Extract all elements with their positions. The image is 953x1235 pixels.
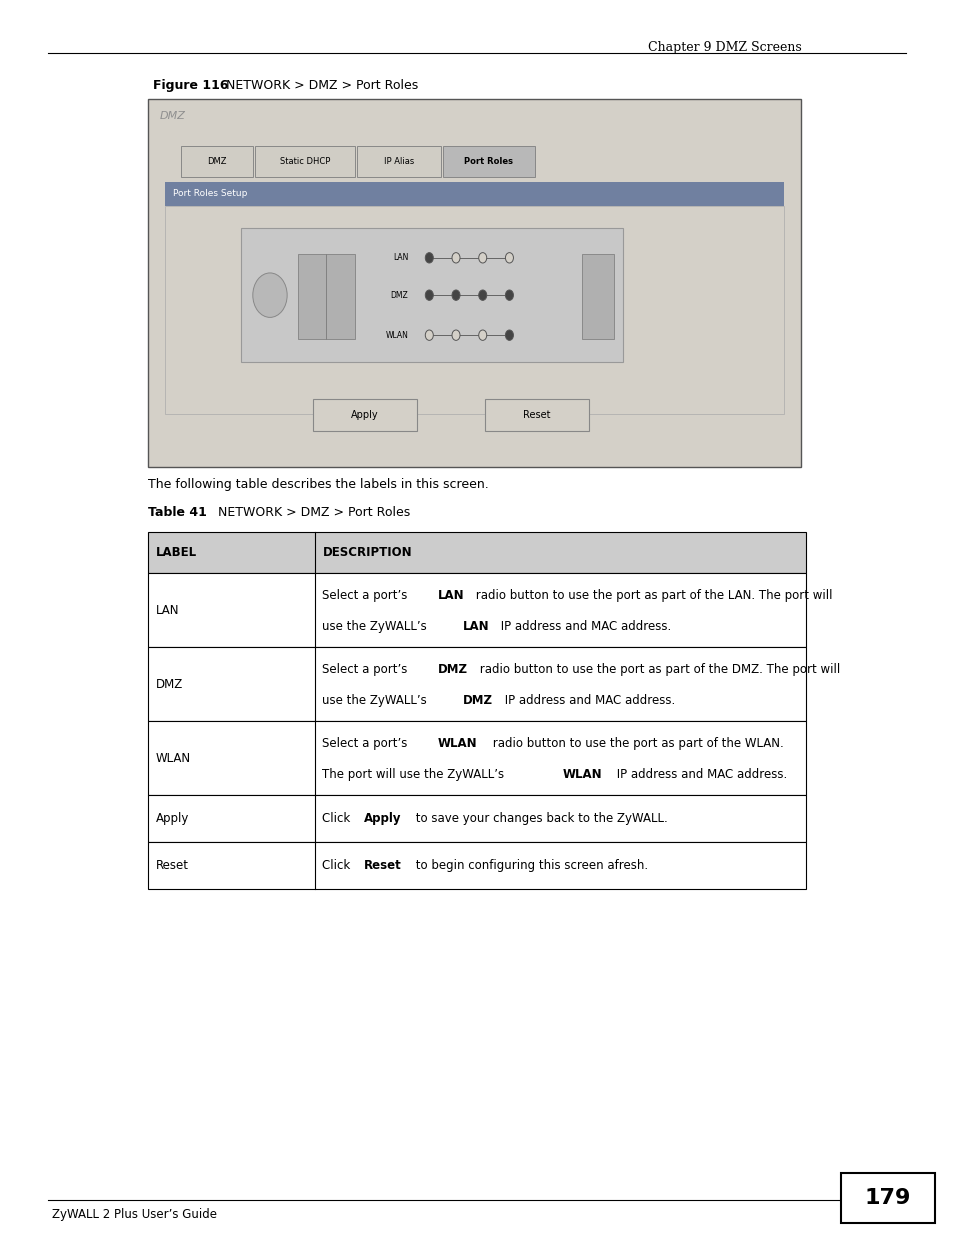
Text: Select a port’s: Select a port’s	[322, 589, 411, 601]
Text: Select a port’s: Select a port’s	[322, 663, 411, 676]
Text: The port will use the ZyWALL’s: The port will use the ZyWALL’s	[322, 768, 508, 781]
Text: 179: 179	[864, 1188, 910, 1208]
Text: WLAN: WLAN	[385, 331, 408, 340]
FancyBboxPatch shape	[313, 399, 416, 431]
Circle shape	[478, 290, 486, 300]
Text: LAN: LAN	[462, 620, 489, 632]
FancyBboxPatch shape	[148, 647, 805, 721]
FancyBboxPatch shape	[165, 206, 783, 414]
Text: DESCRIPTION: DESCRIPTION	[322, 546, 412, 559]
Text: Apply: Apply	[155, 813, 189, 825]
FancyBboxPatch shape	[148, 721, 805, 795]
FancyBboxPatch shape	[326, 254, 355, 340]
Text: NETWORK > DMZ > Port Roles: NETWORK > DMZ > Port Roles	[226, 79, 418, 93]
FancyBboxPatch shape	[148, 795, 805, 842]
Text: Click: Click	[322, 813, 355, 825]
Circle shape	[478, 330, 486, 341]
Circle shape	[425, 330, 433, 341]
Circle shape	[452, 290, 459, 300]
Text: LAN: LAN	[393, 253, 408, 262]
Text: WLAN: WLAN	[437, 737, 476, 750]
Text: Reset: Reset	[155, 860, 189, 872]
Text: ZyWALL 2 Plus User’s Guide: ZyWALL 2 Plus User’s Guide	[52, 1208, 217, 1221]
Circle shape	[478, 253, 486, 263]
Text: Select a port’s: Select a port’s	[322, 737, 411, 750]
FancyBboxPatch shape	[297, 254, 326, 340]
Text: IP address and MAC address.: IP address and MAC address.	[500, 694, 675, 706]
FancyBboxPatch shape	[841, 1173, 934, 1223]
Text: Chapter 9 DMZ Screens: Chapter 9 DMZ Screens	[647, 41, 801, 53]
Text: Reset: Reset	[522, 410, 550, 420]
Text: WLAN: WLAN	[155, 752, 191, 764]
Text: Port Roles: Port Roles	[464, 157, 513, 165]
FancyBboxPatch shape	[254, 146, 355, 177]
Text: LAN: LAN	[155, 604, 179, 616]
Circle shape	[505, 290, 513, 300]
FancyBboxPatch shape	[148, 842, 805, 889]
Text: use the ZyWALL’s: use the ZyWALL’s	[322, 694, 431, 706]
FancyBboxPatch shape	[148, 532, 805, 573]
Text: DMZ: DMZ	[155, 678, 183, 690]
FancyBboxPatch shape	[181, 146, 253, 177]
FancyBboxPatch shape	[241, 228, 622, 362]
Circle shape	[425, 253, 433, 263]
Text: to save your changes back to the ZyWALL.: to save your changes back to the ZyWALL.	[412, 813, 667, 825]
FancyBboxPatch shape	[148, 99, 801, 467]
FancyBboxPatch shape	[581, 254, 614, 340]
Text: IP address and MAC address.: IP address and MAC address.	[497, 620, 670, 632]
FancyBboxPatch shape	[484, 399, 588, 431]
Circle shape	[425, 290, 433, 300]
FancyBboxPatch shape	[442, 146, 535, 177]
Text: DMZ: DMZ	[390, 290, 408, 300]
Text: Static DHCP: Static DHCP	[279, 157, 330, 165]
Circle shape	[253, 273, 287, 317]
Circle shape	[505, 253, 513, 263]
Text: Figure 116: Figure 116	[152, 79, 228, 93]
Text: DMZ: DMZ	[462, 694, 492, 706]
FancyBboxPatch shape	[356, 146, 440, 177]
Text: radio button to use the port as part of the LAN. The port will: radio button to use the port as part of …	[472, 589, 831, 601]
Text: NETWORK > DMZ > Port Roles: NETWORK > DMZ > Port Roles	[217, 506, 410, 520]
Text: IP Alias: IP Alias	[383, 157, 414, 165]
Text: Click: Click	[322, 860, 355, 872]
Text: Port Roles Setup: Port Roles Setup	[172, 189, 247, 199]
Text: Table 41: Table 41	[148, 506, 207, 520]
Text: radio button to use the port as part of the DMZ. The port will: radio button to use the port as part of …	[476, 663, 840, 676]
Text: use the ZyWALL’s: use the ZyWALL’s	[322, 620, 431, 632]
Text: DMZ: DMZ	[207, 157, 227, 165]
Text: Apply: Apply	[363, 813, 401, 825]
FancyBboxPatch shape	[165, 182, 783, 206]
Text: Apply: Apply	[351, 410, 378, 420]
Text: WLAN: WLAN	[561, 768, 601, 781]
Text: LAN: LAN	[437, 589, 463, 601]
Text: DMZ: DMZ	[159, 111, 185, 121]
Text: DMZ: DMZ	[437, 663, 467, 676]
Circle shape	[452, 330, 459, 341]
FancyBboxPatch shape	[148, 573, 805, 647]
Text: IP address and MAC address.: IP address and MAC address.	[613, 768, 787, 781]
Text: LABEL: LABEL	[155, 546, 196, 559]
Circle shape	[505, 330, 513, 341]
Circle shape	[452, 253, 459, 263]
Text: radio button to use the port as part of the WLAN.: radio button to use the port as part of …	[488, 737, 782, 750]
Text: to begin configuring this screen afresh.: to begin configuring this screen afresh.	[412, 860, 648, 872]
Text: Reset: Reset	[363, 860, 401, 872]
Text: The following table describes the labels in this screen.: The following table describes the labels…	[148, 478, 488, 492]
